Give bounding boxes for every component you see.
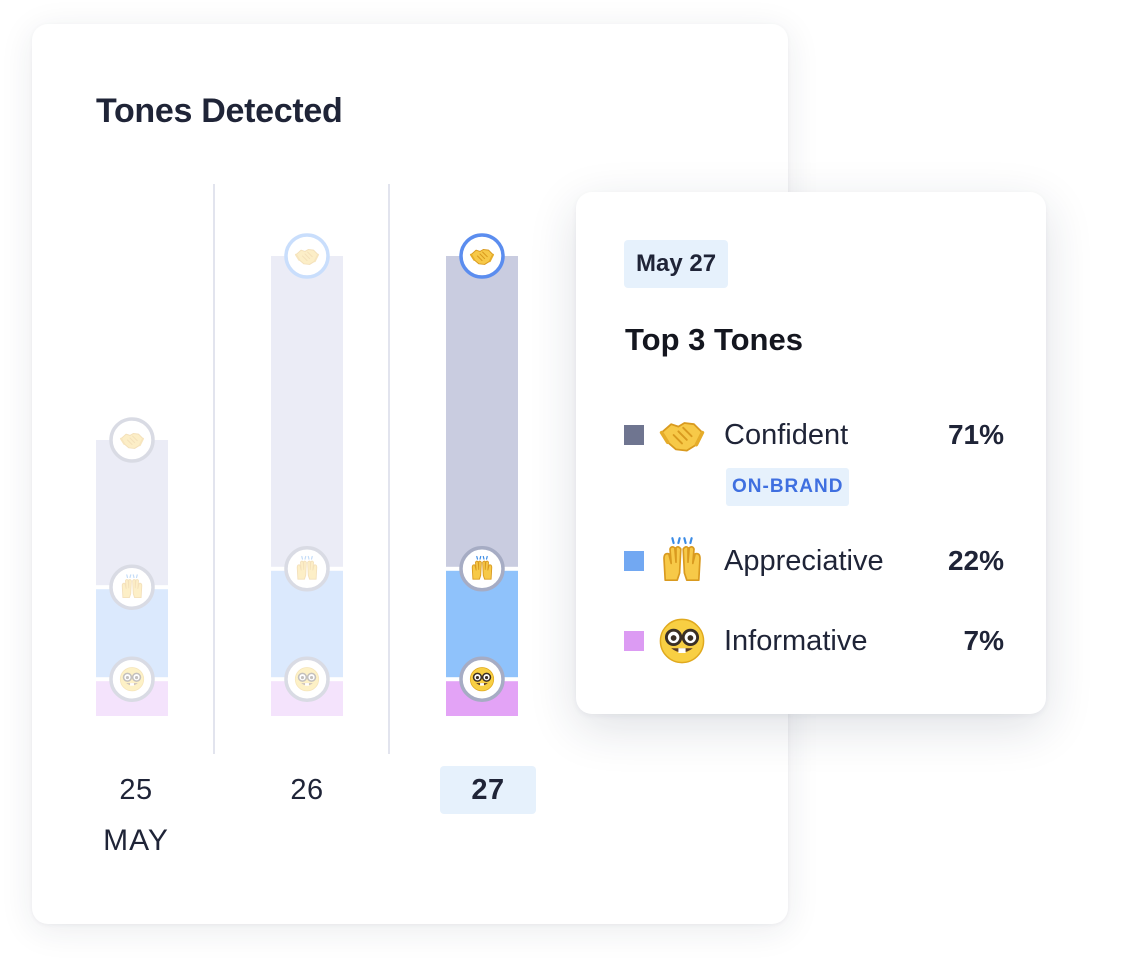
legend-swatch-informative	[624, 631, 644, 651]
tone-tooltip-card: May 27 Top 3 Tones Confident 71% ON-BRAN…	[576, 192, 1046, 714]
tone-percent-informative: 7%	[963, 625, 1004, 656]
nerd-face-icon	[658, 617, 706, 665]
nerd-face-icon	[469, 667, 495, 692]
tone-row-confident: Confident 71%	[624, 407, 1004, 463]
tone-percent-appreciative: 22%	[947, 545, 1004, 576]
tooltip-title: Top 3 Tones	[625, 322, 803, 357]
raising-hands-icon	[658, 537, 706, 585]
bar-icon-ring-appreciative-27	[459, 546, 505, 592]
chart-title: Tones Detected	[96, 92, 343, 130]
tone-name-appreciative: Appreciative	[724, 545, 884, 577]
tones-stacked-bar-chart	[96, 184, 518, 754]
bar-icon-ring-confident-26	[284, 233, 330, 279]
raising-hands-icon	[471, 555, 493, 580]
legend-swatch-appreciative	[624, 551, 644, 571]
nerd-face-icon	[119, 667, 145, 692]
x-tick-label-26[interactable]: 26	[290, 774, 324, 806]
bar-segment-confident-25[interactable]	[96, 440, 168, 588]
raising-hands-icon	[296, 555, 318, 580]
tooltip-date-badge: May 27	[624, 240, 729, 288]
handshake-icon	[658, 411, 706, 459]
bar-icon-ring-informative-25	[109, 656, 155, 702]
on-brand-badge: ON-BRAND	[726, 468, 850, 506]
x-axis-month-label: MAY	[103, 824, 169, 857]
bar-icon-ring-confident-25	[109, 417, 155, 463]
bar-icon-ring-informative-26	[284, 656, 330, 702]
tone-row-informative: Informative 7%	[624, 613, 1004, 669]
handshake-icon	[469, 249, 495, 265]
raising-hands-icon	[121, 574, 143, 599]
bar-icon-ring-appreciative-25	[109, 564, 155, 610]
bar-segment-confident-26[interactable]	[271, 256, 343, 569]
tone-name-informative: Informative	[724, 625, 868, 657]
handshake-icon	[119, 433, 145, 449]
tone-percent-confident: 71%	[947, 419, 1004, 450]
handshake-icon	[294, 249, 320, 265]
tone-name-confident: Confident	[724, 419, 849, 451]
legend-swatch-confident	[624, 425, 644, 445]
bar-segment-confident-27[interactable]	[446, 256, 518, 569]
x-tick-label-27-selected[interactable]: 27	[440, 766, 536, 814]
x-tick-label-25[interactable]: 25	[119, 774, 153, 806]
nerd-face-icon	[294, 667, 320, 692]
bar-icon-ring-appreciative-26	[284, 546, 330, 592]
tone-row-appreciative: Appreciative 22%	[624, 533, 1004, 589]
